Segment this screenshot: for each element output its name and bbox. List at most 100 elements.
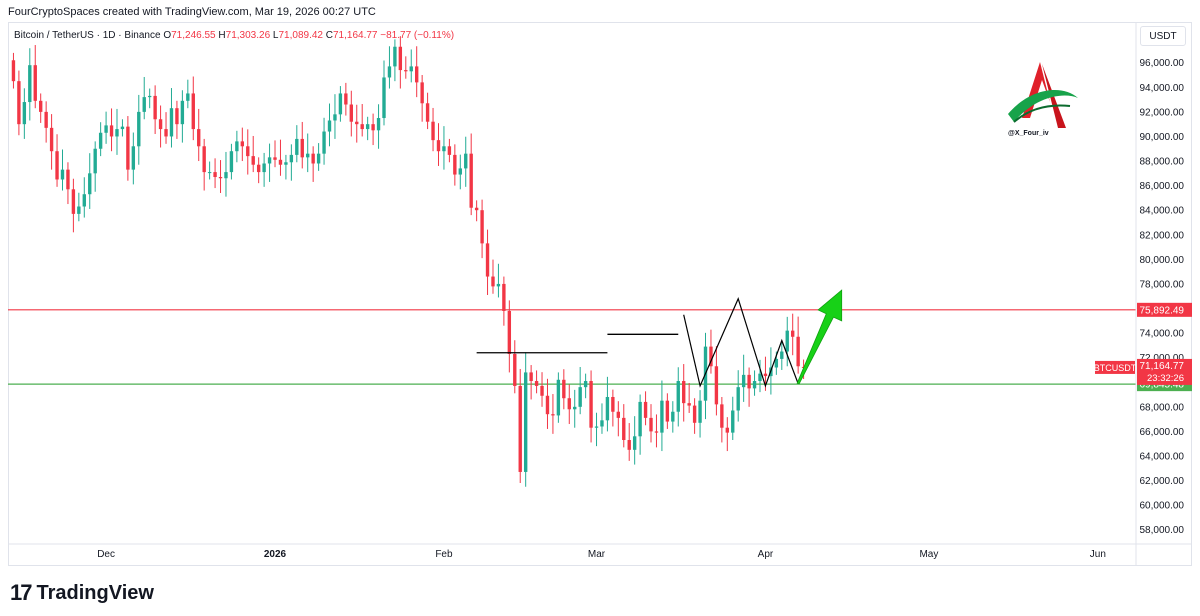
x-tick-label: Apr (758, 549, 774, 560)
candle-body (71, 189, 76, 214)
candle-body (66, 169, 70, 190)
candle-body (355, 121, 359, 125)
symbol-legend: Bitcoin / TetherUS · 1D · Binance O71,24… (14, 30, 454, 41)
candle-body (131, 146, 136, 170)
candle-body (415, 66, 419, 83)
candle-body (496, 283, 501, 287)
candle-body (518, 385, 522, 472)
candle-body (202, 146, 206, 173)
open-label: O (163, 30, 172, 41)
tradingview-brand[interactable]: 17 TradingView (10, 580, 154, 606)
candle-body (791, 330, 795, 337)
y-tick-label: 84,000.00 (1140, 206, 1185, 217)
candle-body (453, 154, 457, 175)
candle-body (376, 118, 381, 131)
price-chart[interactable]: 58,000.00 60,000.00 62,000.00 64,000.00 66,0… (8, 22, 1192, 566)
tradingview-logo-icon: 17 (10, 580, 33, 605)
x-tick-label: Jun (1090, 549, 1106, 560)
candle-body (529, 372, 533, 382)
candle-body (295, 138, 299, 155)
author-logo-icon (1008, 62, 1078, 128)
candle-body (404, 70, 408, 72)
candle-body (676, 381, 680, 412)
y-tick-label: 82,000.00 (1140, 230, 1185, 241)
candle-body (758, 373, 762, 382)
candle-body (731, 410, 735, 433)
candle-body (594, 426, 599, 428)
candle-body (115, 129, 119, 137)
candle-body (224, 172, 228, 179)
candle-body (698, 400, 702, 423)
candle-body (316, 153, 321, 164)
candle-body (643, 401, 648, 418)
currency-button[interactable]: USDT (1140, 26, 1186, 46)
candle-body (425, 103, 430, 122)
candle-body (622, 417, 626, 440)
candle-body (464, 153, 468, 169)
last-price-label: 71,164.77 (1140, 361, 1185, 372)
candle-series (11, 36, 806, 487)
y-tick-label: 66,000.00 (1140, 427, 1185, 438)
candle-body (213, 172, 217, 178)
candle-body (556, 379, 561, 416)
y-tick-label: 60,000.00 (1140, 501, 1185, 512)
x-tick-label: 2026 (264, 549, 287, 560)
candle-body (474, 207, 479, 211)
candle-body (796, 336, 800, 367)
x-tick-label: Mar (588, 549, 606, 560)
y-tick-label: 94,000.00 (1140, 83, 1185, 94)
candle-body (780, 351, 784, 359)
candle-body (540, 385, 544, 396)
y-tick-label: 64,000.00 (1140, 451, 1185, 462)
candle-body (267, 157, 272, 164)
y-tick-label: 74,000.00 (1140, 329, 1185, 340)
candle-body (175, 108, 179, 125)
resistance-price-tag (1137, 302, 1192, 317)
candle-body (256, 164, 261, 173)
candle-body (578, 387, 582, 407)
candle-body (98, 132, 103, 149)
candle-body (300, 138, 304, 158)
candle-body (289, 154, 294, 163)
y-tick-label: 86,000.00 (1140, 181, 1185, 192)
candle-body (741, 374, 746, 388)
candle-body (82, 194, 86, 207)
candle-body (207, 172, 212, 174)
candle-body (278, 159, 283, 165)
candle-body (714, 366, 719, 405)
candle-body (109, 125, 114, 137)
candle-body (480, 210, 484, 244)
candle-body (180, 100, 185, 125)
candle-body (420, 82, 424, 104)
candle-body (360, 124, 364, 130)
candle-body (158, 119, 163, 130)
candle-body (28, 65, 32, 103)
candle-body (365, 124, 370, 130)
candle-body (197, 129, 201, 147)
candle-body (627, 440, 631, 450)
y-tick-label: 72,000.00 (1140, 353, 1185, 364)
symbol-tag (1095, 360, 1135, 374)
y-tick-label: 68,000.00 (1140, 402, 1185, 413)
candle-body (273, 157, 277, 160)
low-label: L (272, 30, 279, 41)
candle-body (88, 173, 92, 195)
candle-body (262, 163, 266, 173)
candle-body (534, 381, 539, 386)
y-tick-label: 92,000.00 (1140, 107, 1185, 118)
candle-body (218, 177, 223, 179)
x-tick-label: May (919, 549, 938, 560)
resistance-price-label: 75,892.49 (1140, 305, 1185, 316)
price-axis: 58,000.00 60,000.00 62,000.00 64,000.00 66,0… (1135, 22, 1185, 566)
low-value: 71,089.42 (278, 30, 323, 41)
candle-body (191, 93, 195, 130)
candle-body (436, 140, 441, 152)
y-tick-label: 58,000.00 (1140, 525, 1185, 536)
candle-body (763, 373, 768, 377)
candle-body (491, 276, 495, 287)
candle-body (22, 102, 27, 125)
y-tick-label: 78,000.00 (1140, 279, 1185, 290)
candle-body (442, 146, 446, 152)
candle-body (33, 65, 37, 101)
y-tick-label: 80,000.00 (1140, 255, 1185, 266)
